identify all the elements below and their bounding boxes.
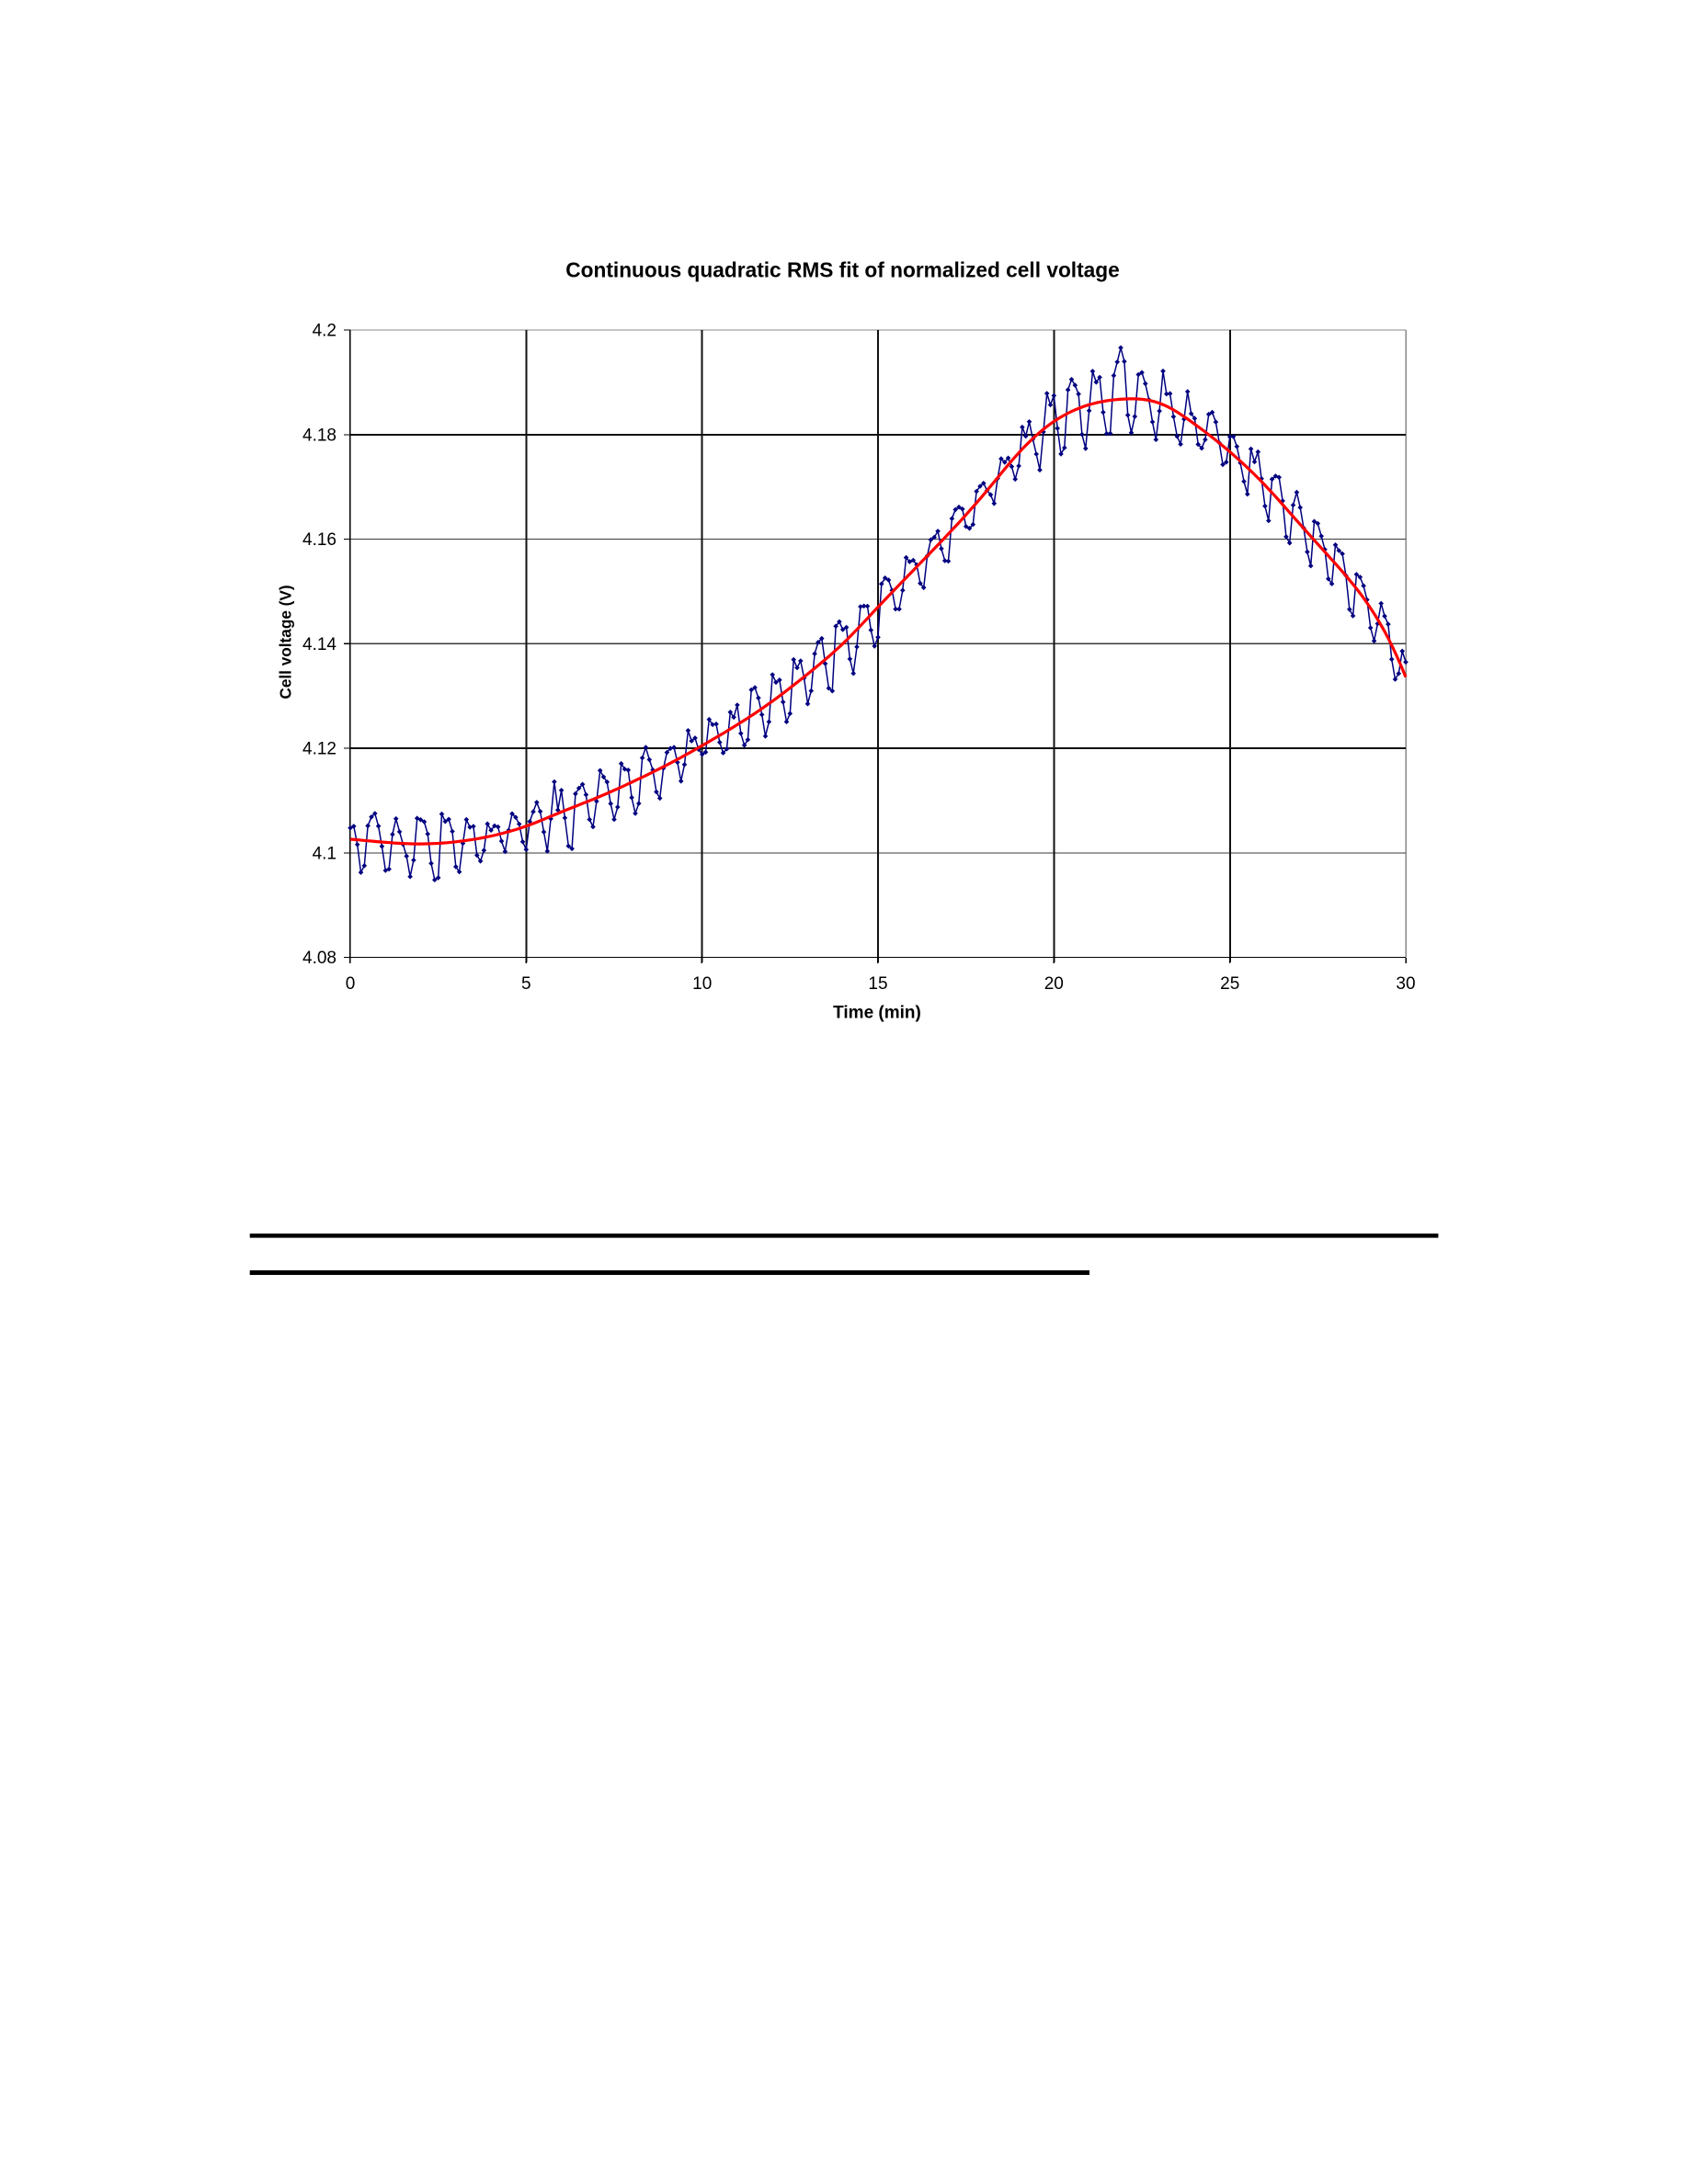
svg-text:Continuous quadratic RMS fit o: Continuous quadratic RMS fit of normaliz… [565, 258, 1120, 282]
svg-text:20: 20 [1044, 974, 1064, 994]
svg-text:10: 10 [692, 974, 712, 994]
svg-text:4.14: 4.14 [302, 635, 336, 654]
svg-text:15: 15 [868, 974, 887, 994]
svg-text:4.18: 4.18 [302, 426, 336, 445]
svg-text:4.12: 4.12 [302, 740, 336, 759]
svg-text:Cell voltage (V): Cell voltage (V) [277, 585, 295, 699]
svg-text:4.08: 4.08 [302, 949, 336, 968]
svg-text:0: 0 [346, 974, 356, 994]
svg-text:5: 5 [521, 974, 531, 994]
svg-text:30: 30 [1396, 974, 1415, 994]
svg-text:4.1: 4.1 [313, 844, 336, 863]
svg-text:Time (min): Time (min) [833, 1004, 921, 1023]
svg-text:4.2: 4.2 [313, 322, 336, 341]
svg-text:25: 25 [1220, 974, 1239, 994]
svg-text:4.16: 4.16 [302, 530, 336, 550]
